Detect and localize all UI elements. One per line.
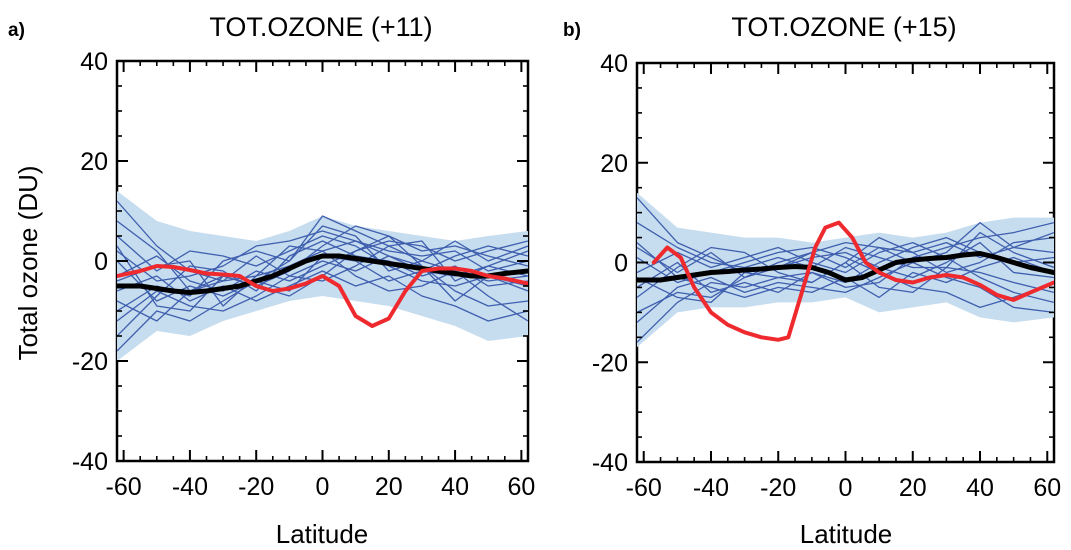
panel-b-y-tick-label: -40 xyxy=(592,449,628,477)
panel-b-x-tick-label: -20 xyxy=(760,474,796,502)
panel-b-y-tick-label: 0 xyxy=(614,250,628,278)
panel-a-x-tick-label: -60 xyxy=(106,473,142,501)
panel-b-ensemble-line-2 xyxy=(637,221,1054,343)
panel-a-x-tick-label: 20 xyxy=(375,473,403,501)
panel-b-x-tick-label: -40 xyxy=(693,474,729,502)
panel-a-title: TOT.OZONE (+11) xyxy=(209,12,432,42)
panel-a-letter: a) xyxy=(8,20,25,41)
panel-b-y-tick-label: 40 xyxy=(600,50,628,78)
panel-b-x-tick-label: 40 xyxy=(966,474,994,502)
panel-b-ensemble-line-11 xyxy=(637,231,1054,279)
panel-a-x-tick-label: 60 xyxy=(507,473,535,501)
panel-b-observed-line xyxy=(651,220,1054,342)
panel-a-x-tick-label: 0 xyxy=(316,473,330,501)
panel-b-ticks xyxy=(637,62,1054,463)
panel-a-y-tick-label: -40 xyxy=(72,448,108,476)
panel-b-ensemble-line-9 xyxy=(637,222,1054,269)
panel-b-letter: b) xyxy=(563,20,581,41)
panel-b-x-axis-label: Latitude xyxy=(800,519,893,549)
panel-a-y-tick-label: -20 xyxy=(72,348,108,376)
panel-b-ensemble-line-4 xyxy=(637,241,1054,304)
panel-a-x-tick-label: -40 xyxy=(172,473,208,501)
panel-b-ensemble-line-10 xyxy=(637,261,1054,323)
panel-b-ensemble-line-12 xyxy=(637,261,1054,304)
panel-b: b) TOT.OZONE (+15) -60 -40 -20 0 20 40 60-40-2… xyxy=(563,12,1061,549)
panel-b-ensemble-line-3 xyxy=(637,241,1054,313)
panel-a-y-tick-label: 0 xyxy=(94,248,108,276)
panel-b-x-tick-label: -60 xyxy=(626,474,662,502)
panel-b-ensemble-band xyxy=(637,192,1054,348)
panel-b-mean-line xyxy=(637,251,1054,283)
panel-a-mean-line xyxy=(117,253,528,295)
panel-a-ensemble-line-13 xyxy=(117,225,528,312)
panel-a-ensemble-line-6 xyxy=(117,255,528,322)
panel-a-ensemble-line-5 xyxy=(117,235,528,292)
panel-a-x-tick-label: 40 xyxy=(441,473,469,501)
panel-a-observed-line xyxy=(117,264,528,328)
panel-a-ensemble-line-7 xyxy=(117,230,528,282)
panel-a-ensemble-line-10 xyxy=(117,240,528,337)
panel-a-ensemble-line-8 xyxy=(117,270,528,322)
panel-b-ensemble-line-1 xyxy=(637,197,1054,274)
panel-a-ensemble-line-4 xyxy=(117,240,528,292)
panel-b-y-tick-label: 20 xyxy=(600,150,628,178)
panel-a-x-tick-label: -20 xyxy=(238,473,274,501)
panel-a-y-tick-label: 20 xyxy=(80,148,108,176)
panel-b-plot-area xyxy=(637,192,1054,348)
panel-b-y-tick-label: -20 xyxy=(592,349,628,377)
panel-b-x-tick-label: 20 xyxy=(899,474,927,502)
panel-a-ticks xyxy=(117,60,528,462)
panel-a-x-axis-label: Latitude xyxy=(276,519,369,549)
panel-a-plot-area xyxy=(117,191,528,361)
panel-b-x-tick-label: 0 xyxy=(839,474,853,502)
panel-b-title: TOT.OZONE (+15) xyxy=(731,12,956,42)
panel-a-y-tick-label: 40 xyxy=(80,48,108,76)
y-axis-label: Total ozone (DU) xyxy=(13,165,43,360)
panel-a: a) TOT.OZONE (+11) -60 -40 -20 0 20 40 60-40-2… xyxy=(8,12,535,549)
panel-b-x-tick-label: 60 xyxy=(1033,474,1061,502)
